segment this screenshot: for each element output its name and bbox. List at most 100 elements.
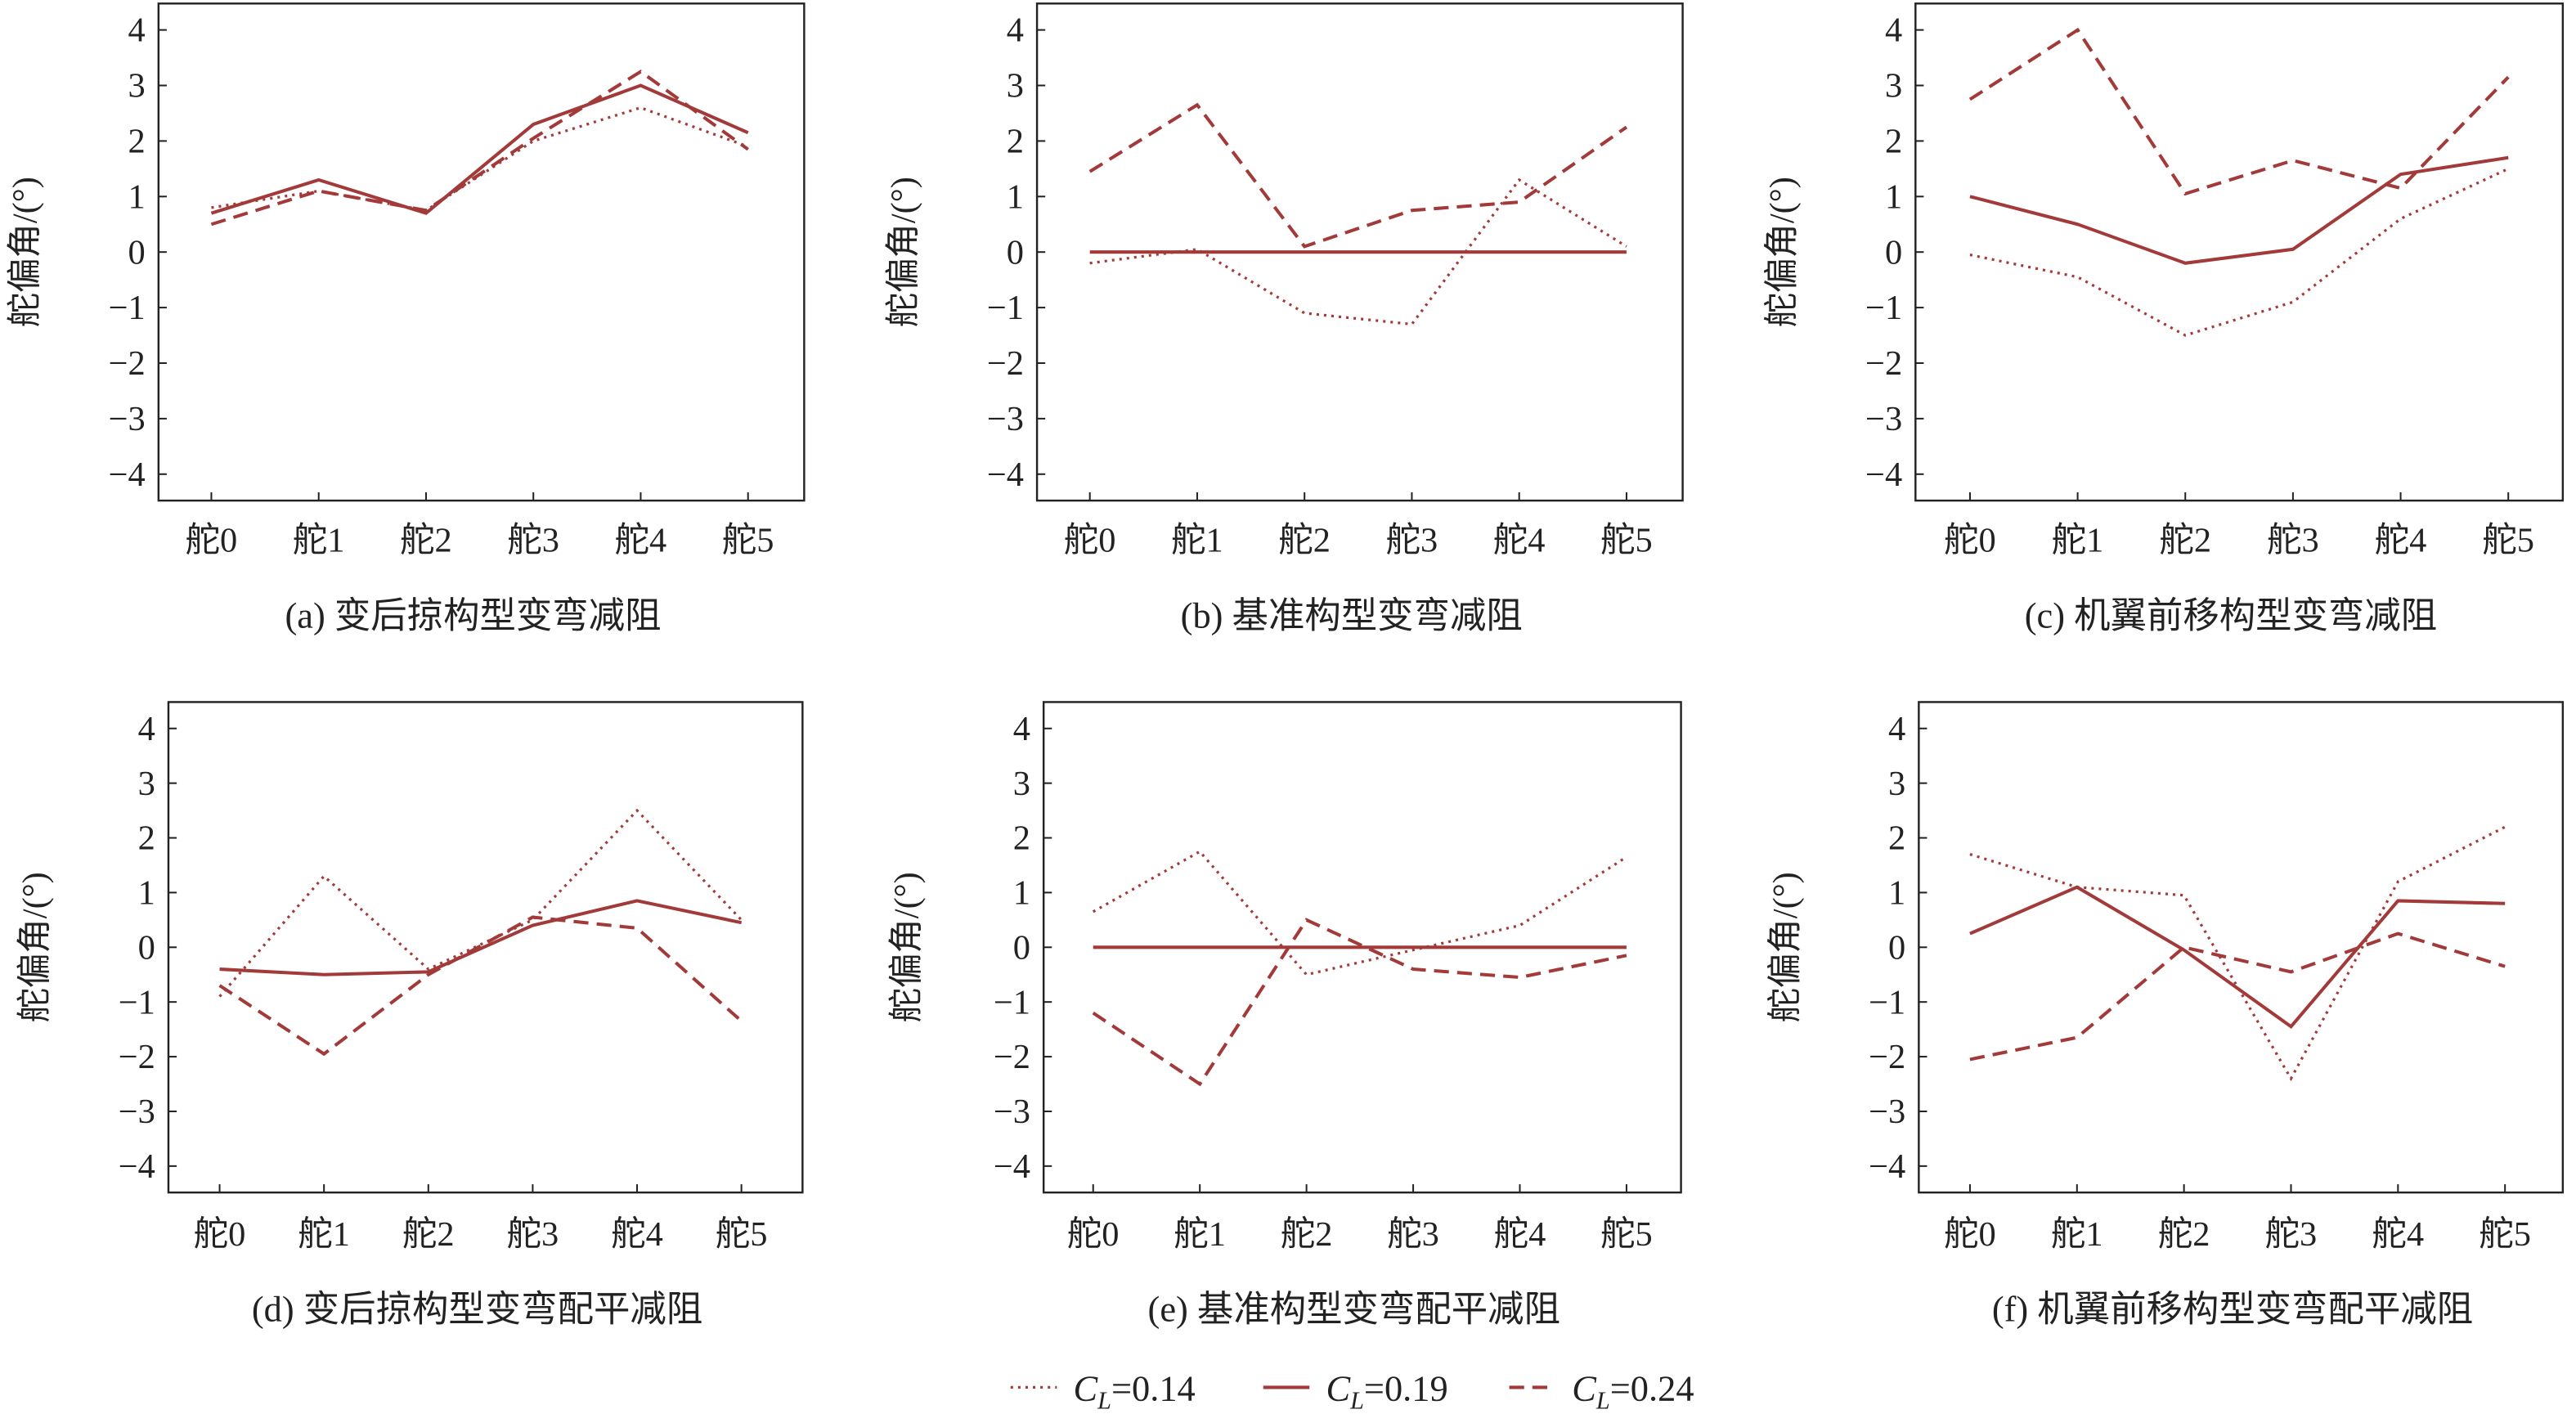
y-tick-label: 4 xyxy=(1007,11,1024,50)
y-tick-label: −3 xyxy=(994,1093,1030,1131)
chart-caption: (c) 机翼前移构型变弯减阻 xyxy=(2025,595,2437,636)
series-line-solid xyxy=(210,83,749,215)
x-tick-label: 舵2 xyxy=(2159,522,2211,560)
y-tick-label: 1 xyxy=(1013,874,1030,913)
y-tick-label: −3 xyxy=(1865,400,1902,438)
x-tick-label: 舵5 xyxy=(2479,1215,2531,1254)
x-tick-label: 舵3 xyxy=(507,522,559,560)
y-tick-label: −1 xyxy=(1865,289,1902,327)
x-tick-label: 舵0 xyxy=(186,522,238,560)
y-tick-label: −3 xyxy=(119,1093,155,1131)
y-axis-label: 舵偏角/(°) xyxy=(6,177,44,327)
y-tick-label: 0 xyxy=(1013,928,1030,967)
chart-caption: (d) 变后掠构型变弯配平减阻 xyxy=(252,1289,702,1330)
y-tick-label: −1 xyxy=(994,983,1030,1021)
x-tick-label: 舵3 xyxy=(2267,522,2319,560)
y-tick-label: 3 xyxy=(1888,765,1905,803)
y-tick-label: −2 xyxy=(987,344,1024,383)
legend-label: CL=0.14 xyxy=(1073,1368,1195,1414)
y-tick-label: −2 xyxy=(1869,1038,1905,1076)
x-tick-label: 舵3 xyxy=(507,1215,559,1254)
series-line-dashed xyxy=(1092,918,1627,1087)
x-tick-label: 舵2 xyxy=(402,1215,455,1254)
x-tick-label: 舵0 xyxy=(1944,522,1996,560)
y-tick-label: 2 xyxy=(1885,123,1902,161)
y-tick-label: 1 xyxy=(1885,177,1902,216)
y-tick-label: −4 xyxy=(119,1147,155,1186)
plot-frame xyxy=(1918,701,2565,1194)
x-tick-label: 舵2 xyxy=(1281,1215,1333,1254)
y-tick-label: 1 xyxy=(1888,874,1905,913)
chart-caption: (a) 变后掠构型变弯减阻 xyxy=(285,595,661,636)
y-tick-label: 0 xyxy=(1885,233,1902,272)
series-line-solid xyxy=(1969,885,2506,1030)
y-tick-label: −1 xyxy=(987,289,1024,327)
y-tick-label: 0 xyxy=(128,233,145,272)
x-tick-label: 舵1 xyxy=(1174,1215,1226,1254)
series-line-dotted xyxy=(1092,850,1627,976)
x-tick-label: 舵4 xyxy=(1494,1215,1546,1254)
y-tick-label: 2 xyxy=(1007,123,1024,161)
series-line-dotted xyxy=(211,105,749,212)
y-tick-label: 3 xyxy=(1013,765,1030,803)
y-tick-label: −2 xyxy=(994,1038,1030,1076)
series-line-dashed xyxy=(1968,27,2510,196)
series-line-dotted xyxy=(1969,825,2506,1082)
chart-panel-c: 4 3 2 1 0 −1 −2 −3 −4 舵0 舵1 舵2 舵3 舵4 舵5 舵偏角/(°) (c) 机翼前移… xyxy=(1763,2,2565,636)
y-tick-label: 2 xyxy=(138,819,155,858)
y-tick-label: 1 xyxy=(138,874,155,913)
y-tick-label: −3 xyxy=(109,400,146,438)
y-axis-label: 舵偏角/(°) xyxy=(1763,177,1802,327)
y-tick-label: 0 xyxy=(1888,928,1905,967)
chart-panel-a: 4 3 2 1 0 −1 −2 −3 −4 舵0 舵1 舵2 舵3 舵4 舵5 舵偏角/(°) (a) 变后掠构… xyxy=(6,2,806,636)
y-tick-label: 4 xyxy=(138,710,155,748)
y-tick-label: 0 xyxy=(138,928,155,967)
x-tick-label: 舵1 xyxy=(2052,522,2104,560)
y-tick-label: −1 xyxy=(119,983,155,1021)
x-tick-label: 舵1 xyxy=(293,522,345,560)
chart-caption: (b) 基准构型变弯减阻 xyxy=(1181,595,1523,636)
chart-panel-d: 4 3 2 1 0 −1 −2 −3 −4 舵0 舵1 舵2 舵3 舵4 舵5 舵偏角/(°) (d) 变后掠构… xyxy=(16,701,804,1330)
y-tick-label: 4 xyxy=(128,11,145,50)
y-tick-label: −4 xyxy=(994,1147,1030,1186)
y-tick-label: 4 xyxy=(1885,11,1902,50)
y-tick-label: −2 xyxy=(1865,344,1902,383)
series-line-dashed xyxy=(218,915,743,1057)
x-tick-label: 舵4 xyxy=(2375,522,2427,560)
chart-panel-e: 4 3 2 1 0 −1 −2 −3 −4 舵0 舵1 舵2 舵3 舵4 舵5 舵偏角/(°) (e) 基准构型… xyxy=(888,701,1682,1330)
y-tick-label: 3 xyxy=(138,765,155,803)
x-tick-label: 舵5 xyxy=(722,522,774,560)
chart-panel-b: 4 3 2 1 0 −1 −2 −3 −4 舵0 舵1 舵2 舵3 舵4 舵5 舵偏角/(°) (b) 基准构型… xyxy=(885,2,1684,636)
chart-caption: (f) 机翼前移构型变弯配平减阻 xyxy=(1992,1289,2473,1330)
x-tick-label: 舵5 xyxy=(1600,522,1653,560)
y-tick-label: −4 xyxy=(1869,1147,1905,1186)
x-tick-label: 舵2 xyxy=(2158,1215,2210,1254)
y-tick-label: 1 xyxy=(128,177,145,216)
series-line-solid xyxy=(219,899,743,976)
y-tick-label: 0 xyxy=(1007,233,1024,272)
x-tick-label: 舵0 xyxy=(1944,1215,1996,1254)
x-tick-label: 舵1 xyxy=(1171,522,1223,560)
legend-label: CL=0.19 xyxy=(1326,1368,1447,1414)
x-tick-label: 舵4 xyxy=(611,1215,663,1254)
y-tick-label: −1 xyxy=(109,289,146,327)
y-tick-label: −3 xyxy=(1869,1093,1905,1131)
series-line-dotted xyxy=(1969,167,2509,337)
legend: CL=0.14 CL=0.19 CL=0.24 xyxy=(1010,1368,1694,1414)
x-tick-label: 舵2 xyxy=(1278,522,1331,560)
chart-caption: (e) 基准构型变弯配平减阻 xyxy=(1148,1289,1560,1330)
x-tick-label: 舵5 xyxy=(1600,1215,1653,1254)
y-tick-label: 4 xyxy=(1888,710,1905,748)
y-tick-label: 2 xyxy=(1888,819,1905,858)
y-tick-label: −4 xyxy=(109,456,146,494)
x-tick-label: 舵5 xyxy=(2482,522,2534,560)
x-tick-label: 舵5 xyxy=(716,1215,768,1254)
series-line-dashed xyxy=(210,70,749,227)
y-tick-label: −3 xyxy=(987,400,1024,438)
y-tick-label: 2 xyxy=(128,123,145,161)
plot-frame xyxy=(1914,2,2565,502)
series-line-dashed xyxy=(1088,102,1628,249)
x-tick-label: 舵4 xyxy=(615,522,667,560)
x-tick-label: 舵3 xyxy=(1387,1215,1439,1254)
